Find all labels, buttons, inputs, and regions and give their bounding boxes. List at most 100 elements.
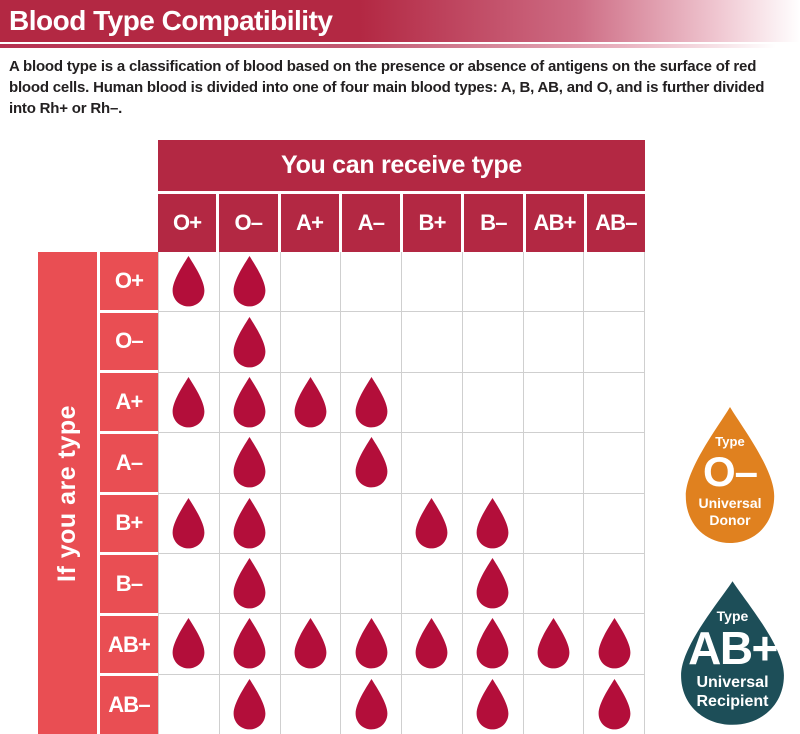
- blood-drop-icon: [172, 618, 205, 669]
- drop-badge-shape-icon: [681, 581, 784, 725]
- drop-badge-shape-icon: [685, 407, 775, 543]
- matrix-cell: [280, 433, 341, 493]
- matrix-cell: [402, 433, 462, 493]
- matrix-cell: [341, 372, 401, 433]
- column-axis-band: You can receive type: [158, 140, 645, 191]
- column-header: O+: [158, 194, 217, 252]
- row-header: O–: [100, 312, 158, 371]
- title-bar: Blood Type Compatibility: [0, 0, 800, 42]
- row-labels: O+ O– A+ A– B+ B– AB+ AB–: [100, 252, 158, 734]
- matrix-cell: [584, 372, 644, 433]
- matrix-cell: [523, 252, 584, 312]
- matrix-cell: [462, 553, 523, 614]
- blood-drop-icon: [476, 497, 509, 549]
- row-header: B+: [100, 494, 158, 553]
- column-headers: O+ O– A+ A– B+ B– AB+ AB–: [158, 194, 645, 252]
- blood-drop-icon: [233, 256, 266, 307]
- matrix-cell: [219, 372, 280, 433]
- row-header: O+: [100, 252, 158, 310]
- matrix-cell: [280, 553, 341, 614]
- blood-drop-icon: [172, 497, 205, 549]
- blood-drop-icon: [233, 437, 266, 488]
- matrix-cell: [523, 372, 584, 433]
- matrix-cell: [280, 252, 341, 312]
- matrix-cell: [219, 614, 280, 674]
- matrix-cell: [402, 674, 462, 734]
- blood-drop-icon: [415, 497, 448, 549]
- row-axis-label: If you are type: [53, 404, 81, 582]
- badge-blood-type: AB+: [688, 622, 778, 674]
- column-header: AB+: [525, 194, 584, 252]
- row-header: A–: [100, 433, 158, 492]
- blood-drop-icon: [355, 678, 388, 730]
- page-title: Blood Type Compatibility: [9, 5, 333, 36]
- matrix-cell: [280, 674, 341, 734]
- badge-subtitle-line1: Universal: [696, 674, 769, 691]
- matrix-cell: [523, 553, 584, 614]
- blood-drop-icon: [355, 376, 388, 428]
- matrix-cell: [219, 252, 280, 312]
- row-header: A+: [100, 373, 158, 431]
- blood-drop-icon: [172, 376, 205, 428]
- matrix-cell: [341, 312, 401, 372]
- matrix-cell: [219, 674, 280, 734]
- matrix-cell: [584, 433, 644, 493]
- matrix-cell: [523, 614, 584, 674]
- badge-kicker: Type: [716, 608, 749, 624]
- matrix-cell: [159, 433, 219, 493]
- blood-drop-icon: [476, 558, 509, 609]
- blood-drop-icon: [233, 376, 266, 428]
- badge-kicker: Type: [715, 434, 745, 449]
- row-header: AB–: [100, 676, 158, 734]
- universal-donor-text: Type O– Universal Donor: [678, 404, 782, 546]
- matrix-cell: [341, 614, 401, 674]
- blood-drop-icon: [476, 618, 509, 669]
- matrix-cell: [584, 493, 644, 553]
- row-axis-band: If you are type: [38, 252, 97, 734]
- universal-recipient-text: Type AB+ Universal Recipient: [672, 578, 793, 728]
- matrix-cell: [341, 433, 401, 493]
- column-header: A–: [341, 194, 400, 252]
- column-header: B+: [403, 194, 462, 252]
- column-header: O–: [219, 194, 278, 252]
- matrix-cell: [219, 493, 280, 553]
- matrix-cell: [341, 493, 401, 553]
- matrix-cell: [523, 433, 584, 493]
- matrix-cell: [219, 433, 280, 493]
- matrix-cell: [402, 553, 462, 614]
- matrix-cell: [402, 614, 462, 674]
- universal-recipient-badge: Type AB+ Universal Recipient: [672, 578, 793, 728]
- matrix-cell: [462, 614, 523, 674]
- matrix-cell: [159, 312, 219, 372]
- matrix-cell: [402, 372, 462, 433]
- matrix-cell: [523, 674, 584, 734]
- matrix-cell: [584, 674, 644, 734]
- matrix-cell: [159, 674, 219, 734]
- badge-subtitle-line2: Donor: [709, 512, 751, 528]
- matrix-cell: [584, 614, 644, 674]
- matrix-cell: [462, 312, 523, 372]
- matrix-cell: [159, 493, 219, 553]
- blood-drop-icon: [172, 256, 205, 307]
- matrix-cell: [584, 312, 644, 372]
- matrix-cell: [523, 493, 584, 553]
- blood-drop-icon: [355, 437, 388, 488]
- row-header: AB+: [100, 615, 158, 674]
- matrix-cell: [584, 553, 644, 614]
- matrix-cell: [462, 493, 523, 553]
- row-header: B–: [100, 555, 158, 613]
- column-header: AB–: [586, 194, 645, 252]
- blood-drop-icon: [294, 376, 327, 428]
- badge-blood-type: O–: [702, 448, 758, 495]
- matrix-cell: [280, 372, 341, 433]
- matrix-cell: [402, 252, 462, 312]
- matrix-cell: [402, 493, 462, 553]
- universal-donor-badge: Type O– Universal Donor: [678, 404, 782, 546]
- matrix-cell: [523, 312, 584, 372]
- matrix-cell: [159, 372, 219, 433]
- matrix-cell: [341, 252, 401, 312]
- matrix-cell: [462, 433, 523, 493]
- matrix-cell: [341, 674, 401, 734]
- blood-drop-icon: [537, 618, 570, 669]
- matrix-cell: [402, 312, 462, 372]
